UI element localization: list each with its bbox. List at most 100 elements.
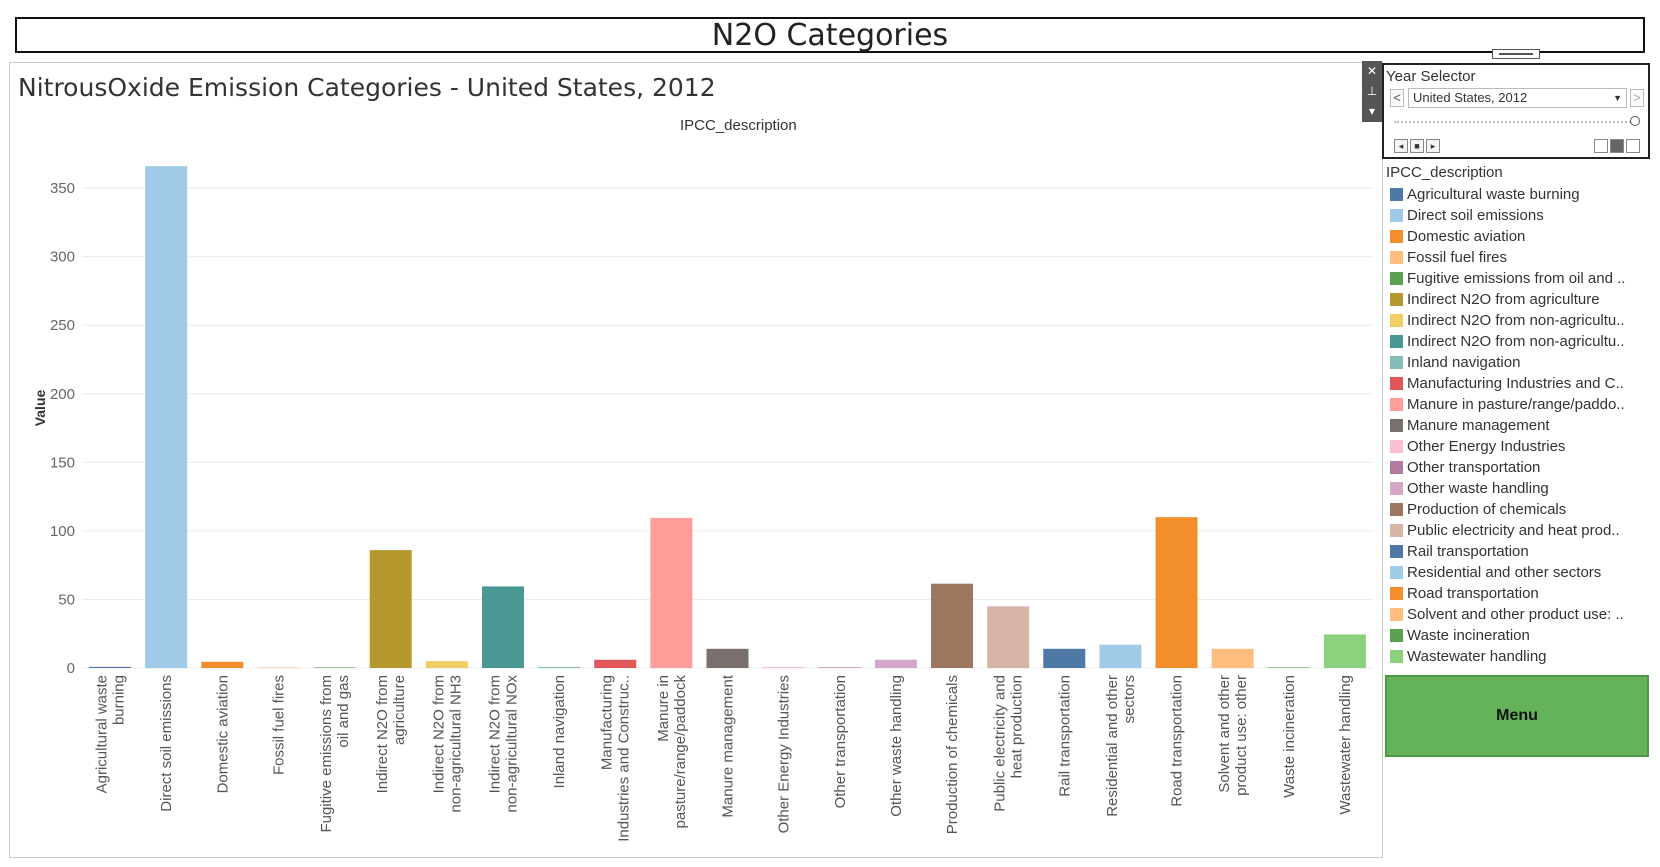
legend-item[interactable]: Public electricity and heat prod..: [1390, 521, 1640, 541]
legend-item[interactable]: Manure management: [1390, 416, 1640, 436]
speed-fast-icon[interactable]: [1626, 139, 1640, 153]
legend-swatch: [1390, 356, 1403, 369]
legend-item[interactable]: Residential and other sectors: [1390, 563, 1640, 583]
legend-item[interactable]: Wastewater handling: [1390, 647, 1640, 667]
speed-medium-icon[interactable]: [1610, 139, 1624, 153]
bar[interactable]: [369, 550, 412, 668]
bar[interactable]: [1099, 644, 1142, 668]
x-tick-label-line: Waste incineration: [1281, 675, 1298, 798]
play-forward-icon[interactable]: ▸: [1426, 139, 1440, 153]
legend-swatch: [1390, 230, 1403, 243]
legend-item[interactable]: Other transportation: [1390, 458, 1640, 478]
bar[interactable]: [257, 667, 300, 668]
bar[interactable]: [1155, 517, 1198, 668]
bar[interactable]: [706, 648, 749, 668]
bar[interactable]: [818, 667, 861, 668]
bars: [89, 166, 1366, 668]
legend-item[interactable]: Inland navigation: [1390, 353, 1640, 373]
legend-item[interactable]: Indirect N2O from non-agricultu..: [1390, 311, 1640, 331]
close-icon[interactable]: ✕: [1366, 64, 1378, 78]
legend-item[interactable]: Manure in pasture/range/paddo..: [1390, 395, 1640, 415]
legend-item[interactable]: Direct soil emissions: [1390, 206, 1640, 226]
legend-item[interactable]: Other waste handling: [1390, 479, 1640, 499]
legend-item[interactable]: Domestic aviation: [1390, 227, 1640, 247]
legend-item[interactable]: Agricultural waste burning: [1390, 185, 1640, 205]
bar[interactable]: [650, 517, 693, 668]
x-tick-label: Production of chemicals: [944, 675, 961, 834]
x-tick-label: Inland navigation: [551, 675, 568, 788]
x-tick-label: Other transportation: [832, 675, 849, 808]
bar[interactable]: [313, 667, 356, 668]
x-tick-label: Indirect N2O from non-agricultural NH3: [430, 675, 464, 813]
sheet-title: NitrousOxide Emission Categories - Unite…: [18, 73, 716, 102]
year-dropdown[interactable]: United States, 2012 ▼: [1408, 88, 1627, 108]
legend-label: Manufacturing Industries and C..: [1407, 375, 1624, 392]
x-tick-label-line: oil and gas: [335, 675, 352, 748]
legend-item[interactable]: Road transportation: [1390, 584, 1640, 604]
bar[interactable]: [1043, 648, 1086, 668]
x-tick-label: Wastewater handling: [1337, 675, 1354, 815]
legend-item[interactable]: Production of chemicals: [1390, 500, 1640, 520]
x-tick-label: Rail transportation: [1056, 675, 1073, 797]
legend-item[interactable]: Fossil fuel fires: [1390, 248, 1640, 268]
stop-icon[interactable]: ■: [1410, 139, 1424, 153]
bar[interactable]: [762, 666, 805, 668]
legend-item[interactable]: Rail transportation: [1390, 542, 1640, 562]
legend-swatch: [1390, 629, 1403, 642]
menu-button[interactable]: Menu: [1385, 675, 1649, 757]
year-next-button[interactable]: >: [1630, 89, 1644, 107]
bar[interactable]: [145, 166, 188, 668]
legend-label: Direct soil emissions: [1407, 207, 1544, 224]
bar[interactable]: [89, 666, 132, 668]
x-tick-label: Indirect N2O from non-agricultural NOx: [486, 675, 520, 813]
bar[interactable]: [481, 586, 524, 668]
pin-icon[interactable]: ⊥: [1366, 84, 1378, 98]
x-tick-label-line: heat production: [1009, 675, 1026, 778]
legend-item[interactable]: Manufacturing Industries and C..: [1390, 374, 1640, 394]
legend-item[interactable]: Solvent and other product use: ..: [1390, 605, 1640, 625]
x-tick-label-line: Indirect N2O from: [374, 675, 391, 793]
bar[interactable]: [1267, 667, 1310, 668]
x-tick-label-line: non-agricultural NOx: [503, 675, 520, 813]
year-prev-button[interactable]: <: [1390, 89, 1404, 107]
bar[interactable]: [931, 583, 974, 668]
bar[interactable]: [201, 661, 244, 668]
x-tick-label-line: Road transportation: [1169, 675, 1186, 807]
legend-swatch: [1390, 608, 1403, 621]
legend-swatch: [1390, 482, 1403, 495]
x-tick-label: Indirect N2O from agriculture: [374, 675, 408, 793]
x-tick-label: Domestic aviation: [214, 675, 231, 793]
year-slider-track[interactable]: [1394, 121, 1634, 123]
legend-item[interactable]: Other Energy Industries: [1390, 437, 1640, 457]
play-backward-icon[interactable]: ◂: [1394, 139, 1408, 153]
bar[interactable]: [594, 659, 637, 668]
legend-label: Inland navigation: [1407, 354, 1521, 371]
speed-slow-icon[interactable]: [1594, 139, 1608, 153]
drag-handle[interactable]: [1492, 49, 1540, 59]
bar[interactable]: [538, 666, 581, 668]
x-tick-label-line: Solvent and other: [1216, 675, 1233, 793]
legend-swatch: [1390, 566, 1403, 579]
legend-swatch: [1390, 272, 1403, 285]
x-tick-label: Other Energy Industries: [776, 675, 793, 833]
bar[interactable]: [425, 661, 468, 668]
legend-item[interactable]: Fugitive emissions from oil and ..: [1390, 269, 1640, 289]
legend-label: Rail transportation: [1407, 543, 1529, 560]
x-tick-label-line: non-agricultural NH3: [447, 675, 464, 813]
bar[interactable]: [987, 606, 1030, 668]
bar[interactable]: [1323, 634, 1366, 668]
more-options-icon[interactable]: ▾: [1368, 104, 1376, 118]
legend-swatch: [1390, 461, 1403, 474]
bar[interactable]: [874, 659, 917, 668]
legend-swatch: [1390, 209, 1403, 222]
legend-item[interactable]: Waste incineration: [1390, 626, 1640, 646]
legend-item[interactable]: Indirect N2O from agriculture: [1390, 290, 1640, 310]
x-tick-label-line: Other Energy Industries: [776, 675, 793, 833]
legend-swatch: [1390, 293, 1403, 306]
x-tick-label-line: pasture/range/paddock: [672, 675, 689, 829]
legend-swatch: [1390, 524, 1403, 537]
legend-item[interactable]: Indirect N2O from non-agricultu..: [1390, 332, 1640, 352]
x-tick-label: Fossil fuel fires: [270, 675, 287, 775]
year-slider-knob[interactable]: [1630, 116, 1640, 126]
bar[interactable]: [1211, 648, 1254, 668]
